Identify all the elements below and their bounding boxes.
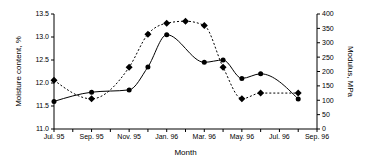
svg-text:11.0: 11.0: [36, 125, 49, 132]
svg-text:400: 400: [322, 10, 334, 17]
svg-text:200: 200: [322, 68, 334, 75]
svg-text:Month: Month: [174, 148, 196, 157]
svg-text:Sep. 96: Sep. 96: [305, 133, 329, 141]
svg-text:11.5: 11.5: [36, 102, 49, 109]
svg-text:13.0: 13.0: [35, 33, 49, 40]
svg-text:Mar. 96: Mar. 96: [193, 133, 216, 140]
svg-text:100: 100: [322, 97, 334, 104]
svg-text:Jul. 95: Jul. 95: [44, 133, 65, 140]
svg-text:350: 350: [322, 25, 334, 32]
svg-text:300: 300: [322, 39, 334, 46]
svg-text:Moisture content, %: Moisture content, %: [14, 36, 23, 107]
svg-text:250: 250: [322, 54, 334, 61]
svg-text:150: 150: [322, 82, 334, 89]
svg-text:0: 0: [322, 125, 326, 132]
svg-text:12.5: 12.5: [35, 56, 49, 63]
svg-text:13.5: 13.5: [35, 10, 49, 17]
svg-text:Sep. 95: Sep. 95: [80, 133, 104, 141]
svg-text:50: 50: [322, 111, 330, 118]
svg-text:Jan. 96: Jan. 96: [155, 133, 178, 140]
svg-text:Modulus, MPa: Modulus, MPa: [346, 46, 355, 98]
svg-text:Jul. 96: Jul. 96: [269, 133, 290, 140]
svg-text:Nov. 95: Nov. 95: [117, 133, 141, 140]
svg-text:12.0: 12.0: [35, 79, 49, 86]
svg-text:May. 96: May. 96: [230, 133, 254, 141]
